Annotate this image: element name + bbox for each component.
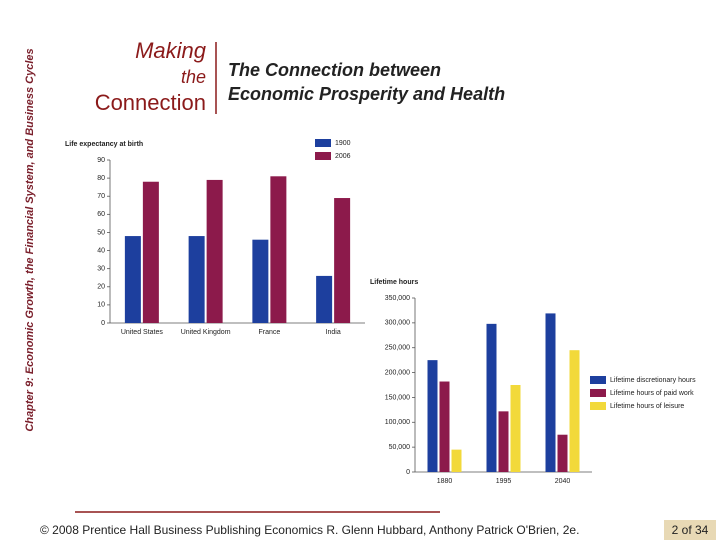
feature-word: Making	[135, 38, 207, 63]
bar	[451, 449, 462, 472]
page-box	[664, 520, 716, 540]
feature-word: Connection	[95, 90, 206, 115]
y-tick-label: 150,000	[385, 394, 410, 401]
legend-swatch	[315, 152, 331, 160]
feature-word: the	[181, 67, 206, 87]
side-title: Chapter 9: Economic Growth, the Financia…	[24, 48, 36, 431]
x-tick-label: 1995	[496, 478, 512, 485]
y-tick-label: 40	[97, 247, 105, 254]
page-number: 2 of 34	[672, 523, 709, 537]
y-tick-label: 0	[101, 320, 105, 327]
bar	[124, 236, 141, 323]
y-tick-label: 100,000	[385, 419, 410, 426]
x-tick-label: United Kingdom	[181, 329, 231, 336]
bar	[498, 411, 509, 472]
y-tick-label: 30	[97, 266, 105, 273]
y-tick-label: 300,000	[385, 320, 410, 327]
legend-label: 1900	[335, 140, 351, 147]
bar	[439, 381, 450, 472]
y-tick-label: 350,000	[385, 295, 410, 302]
y-tick-label: 70	[97, 193, 105, 200]
bar	[486, 323, 497, 472]
y-axis-label: Life expectancy at birth	[65, 141, 143, 148]
x-tick-label: India	[326, 329, 341, 336]
y-tick-label: 250,000	[385, 345, 410, 352]
x-tick-label: 1880	[437, 478, 453, 485]
bar	[270, 176, 287, 323]
legend-label: Lifetime discretionary hours	[610, 377, 696, 384]
y-axis-label: Lifetime hours	[370, 279, 418, 286]
bar	[188, 236, 205, 323]
bar	[557, 434, 568, 472]
bar	[569, 350, 580, 472]
legend-label: Lifetime hours of paid work	[610, 390, 694, 397]
y-tick-label: 80	[97, 175, 105, 182]
bar	[316, 275, 333, 323]
bar	[427, 360, 438, 472]
y-tick-label: 50	[97, 229, 105, 236]
bar	[334, 198, 351, 323]
y-tick-label: 0	[406, 469, 410, 476]
bar	[206, 179, 223, 323]
y-tick-label: 200,000	[385, 369, 410, 376]
x-tick-label: United States	[121, 329, 164, 336]
legend-swatch	[590, 402, 606, 410]
y-tick-label: 50,000	[389, 444, 411, 451]
legend-swatch	[315, 139, 331, 147]
footer: © 2008 Prentice Hall Business Publishing…	[40, 523, 579, 537]
x-tick-label: France	[258, 329, 280, 336]
legend-label: Lifetime hours of leisure	[610, 403, 684, 410]
bar	[252, 239, 269, 323]
bar	[510, 385, 521, 472]
bar	[142, 181, 159, 323]
y-tick-label: 60	[97, 211, 105, 218]
legend-swatch	[590, 389, 606, 397]
y-tick-label: 10	[97, 302, 105, 309]
y-tick-label: 90	[97, 157, 105, 164]
title-line: Economic Prosperity and Health	[228, 84, 505, 104]
bar	[545, 313, 556, 472]
y-tick-label: 20	[97, 284, 105, 291]
x-tick-label: 2040	[555, 478, 571, 485]
legend-label: 2006	[335, 153, 351, 160]
title-line: The Connection between	[228, 60, 441, 80]
legend-swatch	[590, 376, 606, 384]
